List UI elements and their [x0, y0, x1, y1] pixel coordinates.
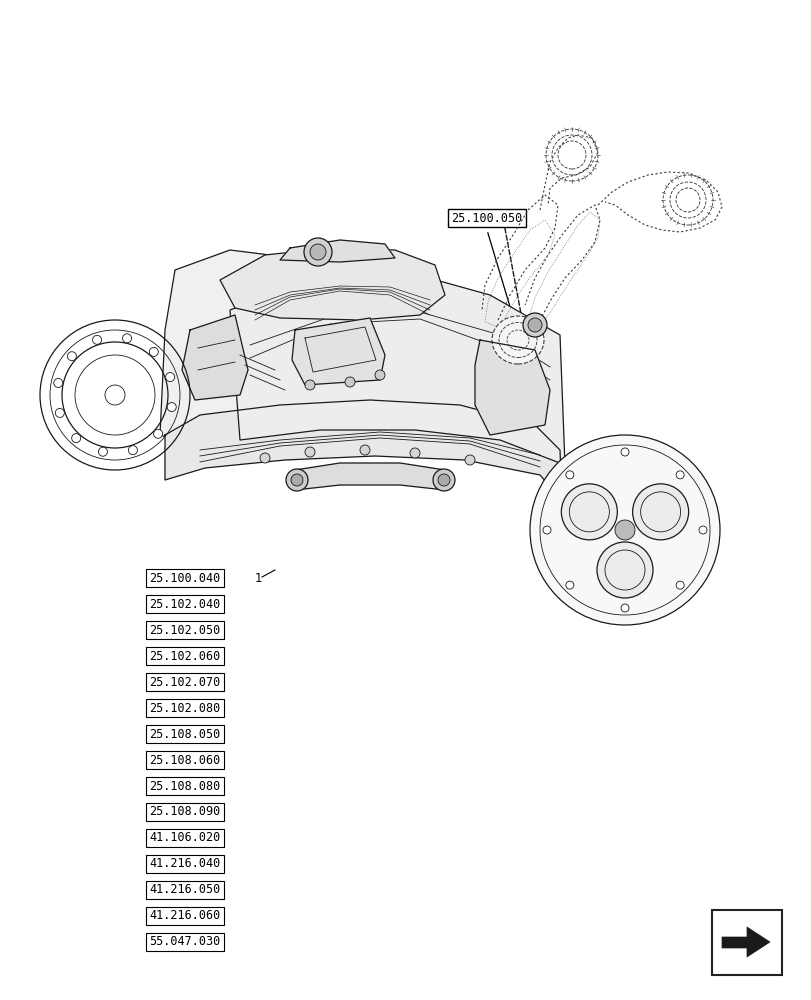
Circle shape — [676, 471, 684, 479]
Circle shape — [285, 469, 307, 491]
Text: 41.106.020: 41.106.020 — [149, 831, 221, 844]
Circle shape — [565, 581, 573, 589]
Polygon shape — [182, 315, 247, 400]
Circle shape — [698, 526, 706, 534]
Circle shape — [359, 445, 370, 455]
Circle shape — [345, 377, 354, 387]
Polygon shape — [280, 240, 394, 262]
Ellipse shape — [564, 465, 604, 595]
Text: 41.216.040: 41.216.040 — [149, 857, 221, 870]
Circle shape — [620, 604, 629, 612]
Circle shape — [305, 380, 315, 390]
Circle shape — [153, 429, 162, 438]
Circle shape — [410, 448, 419, 458]
Circle shape — [465, 455, 474, 465]
Circle shape — [67, 352, 76, 361]
Text: 25.102.070: 25.102.070 — [149, 676, 221, 688]
Text: 25.102.050: 25.102.050 — [149, 624, 221, 636]
Circle shape — [128, 446, 137, 455]
Text: 25.102.080: 25.102.080 — [149, 702, 221, 714]
Circle shape — [437, 474, 449, 486]
Polygon shape — [292, 318, 384, 385]
Polygon shape — [220, 248, 444, 320]
Circle shape — [305, 447, 315, 457]
Text: 25.108.060: 25.108.060 — [149, 754, 221, 766]
Polygon shape — [165, 400, 561, 500]
Text: 41.216.060: 41.216.060 — [149, 909, 221, 922]
Circle shape — [375, 370, 384, 380]
Ellipse shape — [491, 316, 543, 364]
Bar — [711, 910, 781, 975]
Circle shape — [530, 435, 719, 625]
Circle shape — [432, 469, 454, 491]
Circle shape — [596, 542, 652, 598]
Circle shape — [55, 408, 64, 417]
Circle shape — [676, 581, 684, 589]
Circle shape — [71, 434, 80, 443]
Circle shape — [620, 448, 629, 456]
Circle shape — [167, 403, 176, 412]
Polygon shape — [474, 340, 549, 435]
Circle shape — [54, 378, 62, 387]
Text: 25.108.080: 25.108.080 — [149, 780, 221, 792]
Circle shape — [527, 318, 541, 332]
Text: 41.216.050: 41.216.050 — [149, 884, 221, 896]
Circle shape — [565, 471, 573, 479]
Text: 25.108.050: 25.108.050 — [149, 727, 221, 740]
Circle shape — [149, 347, 158, 356]
Polygon shape — [160, 250, 270, 440]
Circle shape — [614, 520, 634, 540]
Circle shape — [290, 474, 303, 486]
Text: 25.100.050: 25.100.050 — [451, 212, 522, 225]
Circle shape — [522, 313, 547, 337]
Circle shape — [165, 373, 174, 382]
Text: 1: 1 — [255, 572, 262, 584]
Text: 25.108.090: 25.108.090 — [149, 805, 221, 818]
Polygon shape — [294, 463, 444, 490]
Circle shape — [92, 335, 101, 344]
Polygon shape — [721, 927, 769, 957]
Circle shape — [632, 484, 688, 540]
Text: 55.047.030: 55.047.030 — [149, 935, 221, 948]
Polygon shape — [230, 270, 564, 465]
Circle shape — [303, 238, 332, 266]
Circle shape — [310, 244, 325, 260]
Circle shape — [560, 484, 616, 540]
Text: 25.100.040: 25.100.040 — [149, 572, 221, 584]
Circle shape — [98, 447, 107, 456]
Circle shape — [543, 526, 551, 534]
Text: 25.102.040: 25.102.040 — [149, 597, 221, 610]
Text: 25.102.060: 25.102.060 — [149, 650, 221, 662]
Circle shape — [122, 334, 131, 343]
Circle shape — [260, 453, 270, 463]
